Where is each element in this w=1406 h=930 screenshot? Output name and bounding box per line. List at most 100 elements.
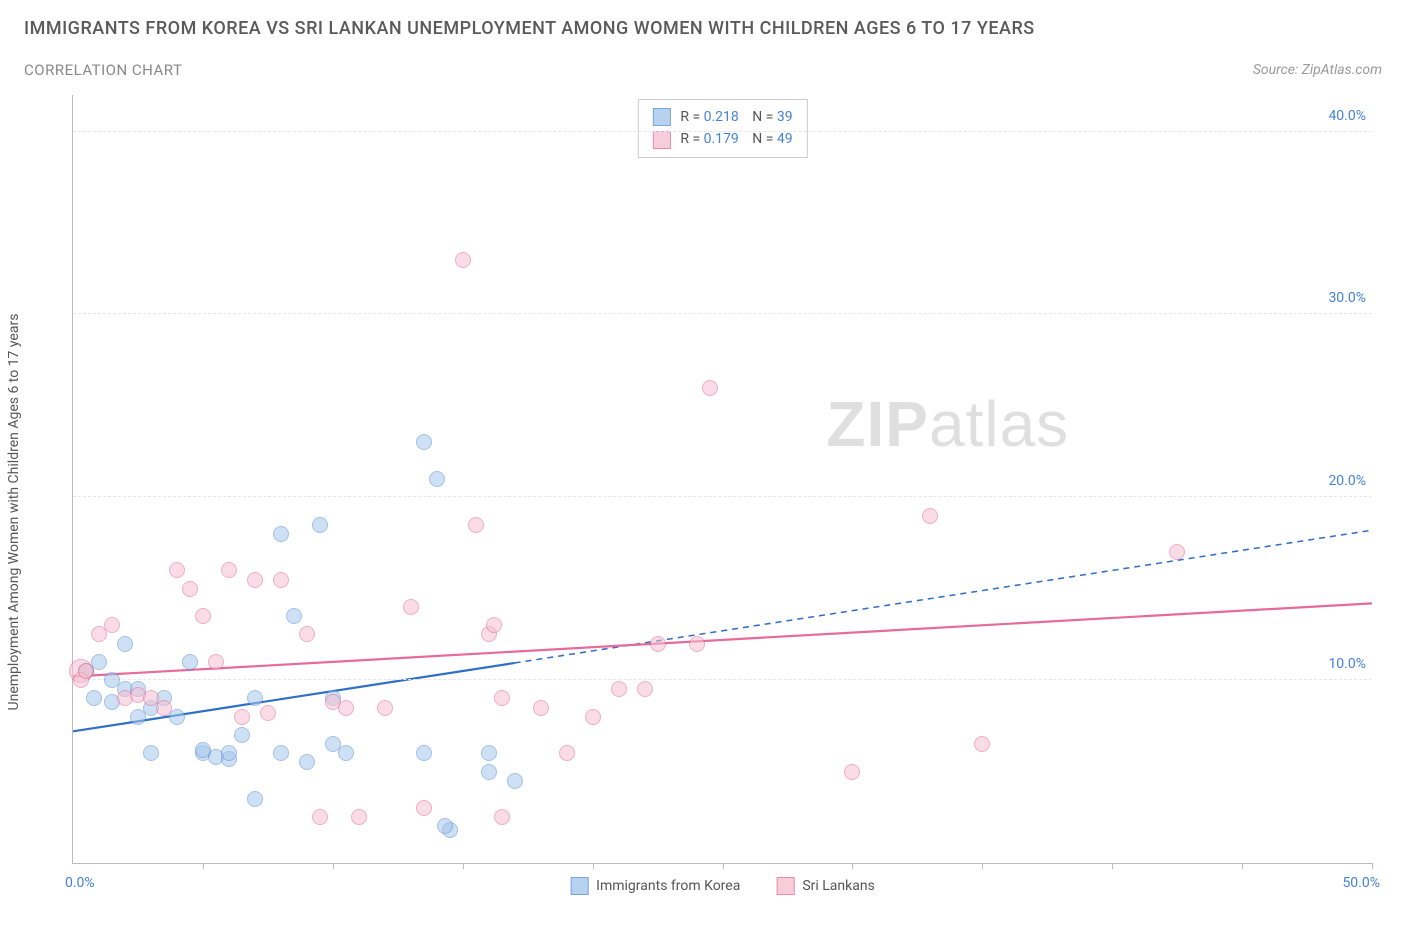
data-point-korea	[481, 745, 497, 761]
data-point-korea	[416, 434, 432, 450]
swatch-korea	[570, 877, 588, 895]
y-tick-label: 20.0%	[1328, 473, 1366, 489]
data-point-srilanka	[637, 681, 653, 697]
data-point-srilanka	[533, 700, 549, 716]
trend-line-dashed-korea	[515, 530, 1372, 663]
x-tick	[852, 863, 853, 869]
data-point-korea	[247, 690, 263, 706]
data-point-srilanka	[611, 681, 627, 697]
data-point-srilanka	[182, 581, 198, 597]
data-point-korea	[429, 471, 445, 487]
data-point-korea	[338, 745, 354, 761]
data-point-srilanka	[273, 572, 289, 588]
series-legend: Immigrants from Korea Sri Lankans	[570, 877, 875, 895]
data-point-srilanka	[650, 636, 666, 652]
swatch-srilanka	[776, 877, 794, 895]
x-axis-label-max: 50.0%	[1342, 875, 1380, 891]
x-tick	[1242, 863, 1243, 869]
x-tick	[1112, 863, 1113, 869]
data-point-srilanka	[247, 572, 263, 588]
x-tick	[723, 863, 724, 869]
data-point-srilanka	[974, 736, 990, 752]
data-point-korea	[247, 791, 263, 807]
watermark: ZIPatlas	[826, 387, 1069, 461]
data-point-korea	[416, 745, 432, 761]
data-point-srilanka	[312, 809, 328, 825]
data-point-korea	[286, 608, 302, 624]
x-tick	[982, 863, 983, 869]
gridline	[73, 131, 1372, 132]
data-point-srilanka	[559, 745, 575, 761]
data-point-korea	[481, 764, 497, 780]
trend-lines	[73, 95, 1372, 863]
data-point-srilanka	[585, 709, 601, 725]
data-point-srilanka	[702, 380, 718, 396]
data-point-korea	[143, 745, 159, 761]
data-point-srilanka	[338, 700, 354, 716]
y-axis-label: Unemployment Among Women with Children A…	[6, 313, 22, 710]
x-tick	[203, 863, 204, 869]
data-point-srilanka	[455, 252, 471, 268]
data-point-korea	[117, 636, 133, 652]
gridline	[73, 313, 1372, 314]
data-point-srilanka	[299, 626, 315, 642]
legend-item-korea: Immigrants from Korea	[570, 877, 740, 895]
swatch-srilanka	[652, 131, 670, 149]
data-point-korea	[299, 754, 315, 770]
swatch-korea	[652, 108, 670, 126]
data-point-srilanka	[260, 705, 276, 721]
data-point-srilanka	[486, 617, 502, 633]
data-point-korea	[507, 773, 523, 789]
x-tick	[593, 863, 594, 869]
data-point-korea	[437, 818, 453, 834]
data-point-srilanka	[1169, 544, 1185, 560]
correlation-chart: Unemployment Among Women with Children A…	[24, 95, 1382, 912]
source-attribution: Source: ZipAtlas.com	[1253, 62, 1382, 78]
legend-item-srilanka: Sri Lankans	[776, 877, 875, 895]
data-point-srilanka	[494, 690, 510, 706]
y-tick-label: 30.0%	[1328, 290, 1366, 306]
data-point-srilanka	[403, 599, 419, 615]
data-point-korea	[234, 727, 250, 743]
x-tick	[463, 863, 464, 869]
data-point-srilanka	[494, 809, 510, 825]
data-point-srilanka	[351, 809, 367, 825]
y-tick-label: 10.0%	[1328, 656, 1366, 672]
page-subtitle: CORRELATION CHART	[24, 61, 182, 79]
data-point-srilanka	[208, 654, 224, 670]
data-point-srilanka	[78, 663, 94, 679]
data-point-srilanka	[221, 562, 237, 578]
trend-line-srilanka	[73, 603, 1372, 676]
page-title: IMMIGRANTS FROM KOREA VS SRI LANKAN UNEM…	[24, 18, 1035, 39]
stats-row-korea: R = 0.218 N = 39	[652, 106, 792, 128]
data-point-korea	[273, 526, 289, 542]
stats-legend-box: R = 0.218 N = 39R = 0.179 N = 49	[637, 99, 807, 158]
data-point-korea	[273, 745, 289, 761]
data-point-korea	[221, 745, 237, 761]
gridline	[73, 679, 1372, 680]
data-point-srilanka	[104, 617, 120, 633]
data-point-srilanka	[468, 517, 484, 533]
data-point-korea	[169, 709, 185, 725]
data-point-srilanka	[156, 700, 172, 716]
data-point-korea	[86, 690, 102, 706]
x-axis-label-min: 0.0%	[65, 875, 95, 891]
data-point-korea	[312, 517, 328, 533]
data-point-srilanka	[844, 764, 860, 780]
data-point-srilanka	[922, 508, 938, 524]
data-point-srilanka	[195, 608, 211, 624]
x-tick	[1372, 863, 1373, 869]
data-point-korea	[104, 672, 120, 688]
y-tick-label: 40.0%	[1328, 108, 1366, 124]
legend-label: Sri Lankans	[802, 878, 875, 894]
legend-label: Immigrants from Korea	[596, 878, 740, 894]
x-tick	[333, 863, 334, 869]
data-point-srilanka	[377, 700, 393, 716]
plot-area: ZIPatlas R = 0.218 N = 39R = 0.179 N = 4…	[72, 95, 1372, 864]
stats-row-srilanka: R = 0.179 N = 49	[652, 128, 792, 150]
data-point-srilanka	[234, 709, 250, 725]
gridline	[73, 496, 1372, 497]
data-point-korea	[182, 654, 198, 670]
data-point-srilanka	[689, 636, 705, 652]
data-point-srilanka	[169, 562, 185, 578]
